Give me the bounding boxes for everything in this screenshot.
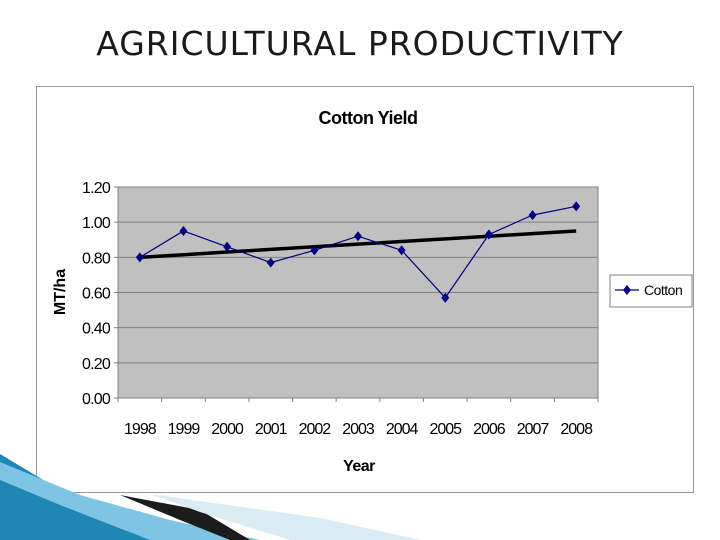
legend-box — [609, 274, 693, 308]
y-tick-label: 0.80 — [82, 250, 111, 267]
data-point-cotton-2007 — [528, 210, 537, 221]
cotton-yield-chart: Cotton Yield 0.00 0.20 0.40 0.60 0.80 1.00 1.2… — [52, 108, 693, 475]
data-point-cotton-2005 — [441, 292, 450, 303]
data-point-cotton-2002 — [310, 245, 319, 256]
y-tick-label: 0.00 — [82, 391, 111, 408]
y-tick-label: 0.40 — [82, 321, 111, 338]
data-point-cotton-2008 — [572, 201, 581, 212]
y-tick-label: 1.20 — [82, 180, 111, 197]
x-tick-label: 2002 — [299, 421, 332, 438]
legend-label-cotton: Cotton — [644, 282, 682, 298]
x-tick-label: 2007 — [517, 421, 550, 438]
decoration-swoosh-dark — [120, 495, 250, 540]
x-tick-label: 1999 — [168, 421, 201, 438]
x-axis-label: Year — [343, 458, 375, 475]
trendline — [139, 229, 577, 260]
data-point-cotton-2004 — [397, 245, 406, 256]
chart-frame: Cotton Yield 0.00 0.20 0.40 0.60 0.80 1.00 1.2… — [36, 86, 694, 493]
x-tick-label: 2008 — [560, 421, 593, 438]
data-point-cotton-2000 — [223, 241, 232, 252]
data-point-cotton-1998 — [135, 252, 144, 263]
decoration-swoosh-pale — [150, 494, 420, 540]
decoration-swoosh-blue — [0, 454, 240, 540]
y-axis-ticks: 0.00 0.20 0.40 0.60 0.80 1.00 1.20 — [82, 180, 118, 408]
chart-title: Cotton Yield — [319, 108, 418, 128]
y-tick-label: 0.20 — [82, 356, 111, 373]
x-tick-label: 2004 — [386, 421, 419, 438]
y-tick-label: 1.00 — [82, 215, 111, 232]
x-tick-label: 2001 — [255, 421, 288, 438]
x-tick-label: 2006 — [473, 421, 506, 438]
data-point-cotton-2001 — [266, 257, 275, 268]
decoration-swoosh-light — [0, 462, 260, 540]
x-tick-label: 2000 — [211, 421, 244, 438]
y-tick-label: 0.60 — [82, 286, 111, 303]
data-point-cotton-2006 — [484, 229, 493, 240]
y-axis-label: MT/ha — [52, 269, 69, 315]
x-tick-label: 1998 — [124, 421, 157, 438]
x-tick-label: 2005 — [429, 421, 462, 438]
data-point-cotton-2003 — [354, 231, 362, 242]
slide-title: AGRICULTURAL PRODUCTIVITY — [96, 24, 624, 63]
x-axis-ticks: 1998 1999 2000 2001 2002 2003 2004 2005 2006 2007… — [117, 398, 599, 438]
x-tick-label: 2003 — [342, 421, 375, 438]
series-layer — [135, 201, 581, 303]
legend-marker-icon — [623, 285, 631, 295]
legend: Cotton — [609, 274, 693, 308]
data-point-cotton-1999 — [179, 225, 188, 236]
